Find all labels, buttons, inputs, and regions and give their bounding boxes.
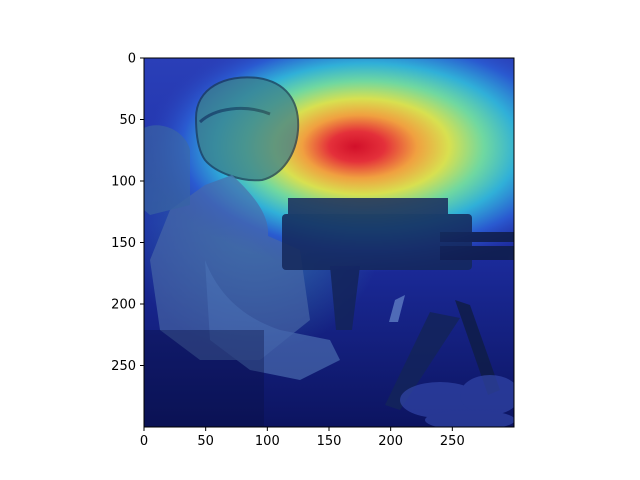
heatmap-image xyxy=(144,58,514,427)
y-tick-label: 50 xyxy=(119,113,136,128)
x-tick-label: 150 xyxy=(317,434,342,449)
machine-gun xyxy=(282,198,514,410)
x-tick-label: 200 xyxy=(378,434,403,449)
y-axis: 0 50 100 150 200 250 xyxy=(111,52,144,374)
soldier-silhouette xyxy=(144,76,340,380)
x-tick-label: 100 xyxy=(255,434,280,449)
y-tick-label: 100 xyxy=(111,175,136,190)
x-tick-label: 0 xyxy=(140,434,148,449)
y-tick-label: 150 xyxy=(111,236,136,251)
y-tick-label: 250 xyxy=(111,359,136,374)
x-tick-label: 50 xyxy=(197,434,214,449)
y-tick-label: 200 xyxy=(111,298,136,313)
x-axis: 0 50 100 150 200 250 xyxy=(140,427,465,449)
y-tick-label: 0 xyxy=(128,52,136,67)
x-tick-label: 250 xyxy=(440,434,465,449)
brass-casings xyxy=(400,375,514,427)
